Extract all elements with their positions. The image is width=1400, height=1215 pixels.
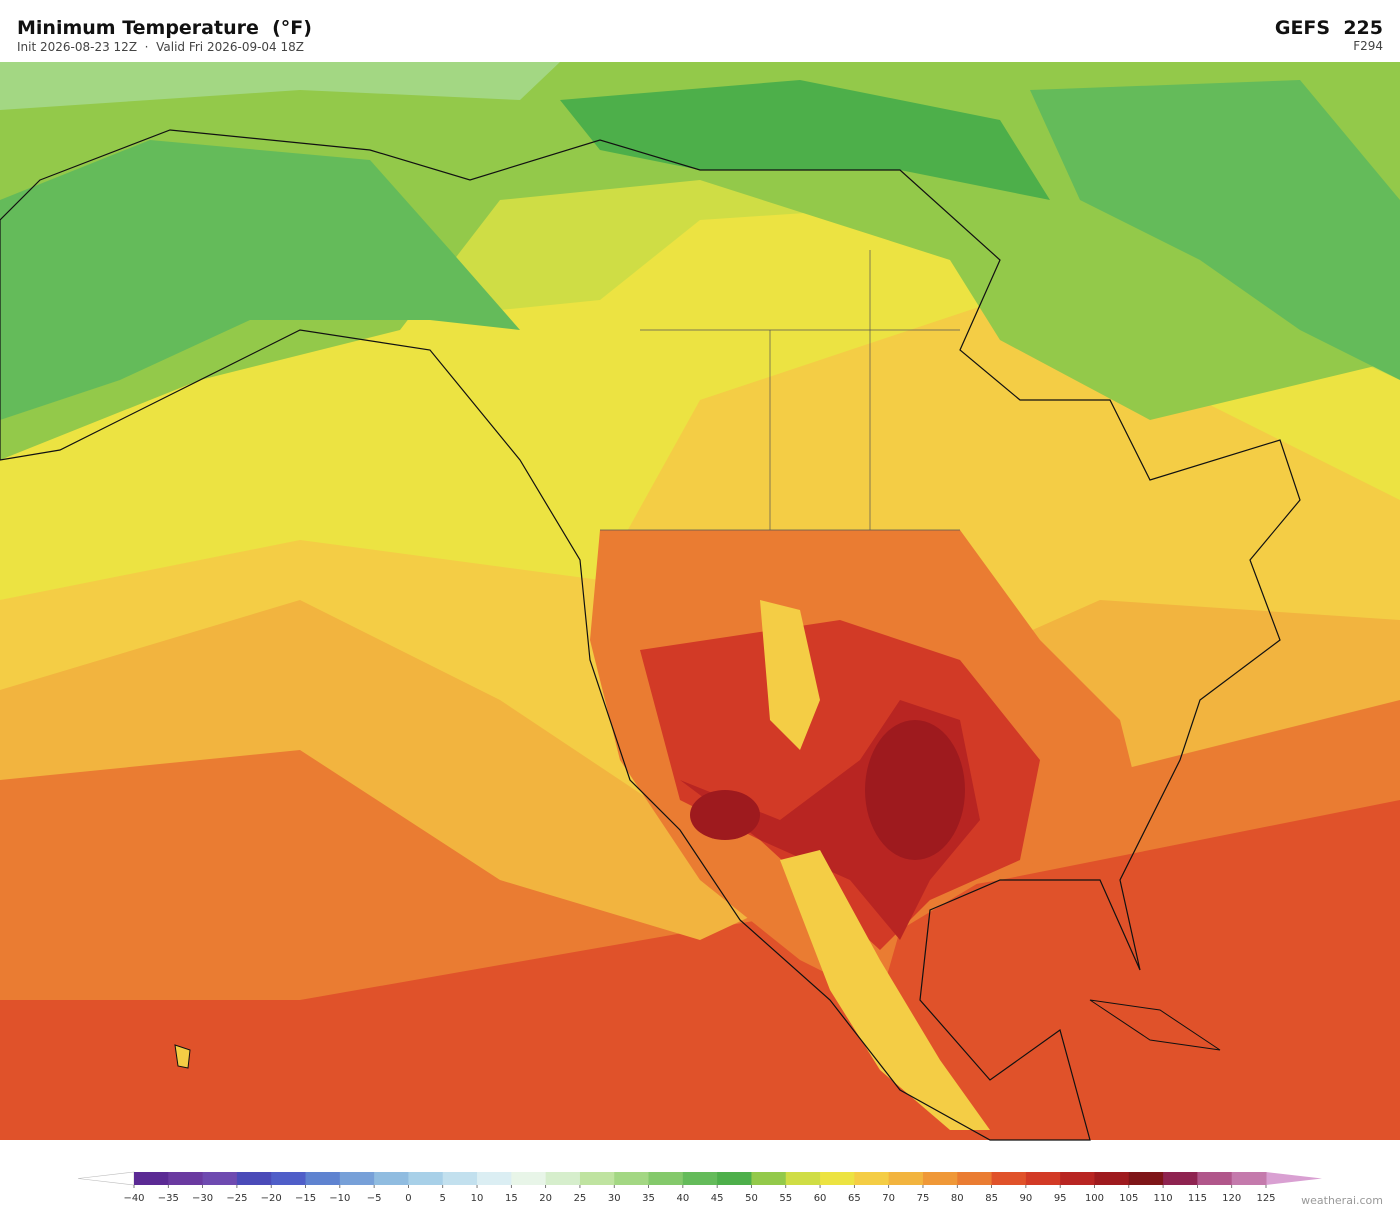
colorbar-tick-label: 25 xyxy=(574,1193,587,1204)
colorbar-segment xyxy=(614,1172,650,1185)
colorbar-tick-label: 50 xyxy=(745,1193,758,1204)
colorbar-segment xyxy=(408,1172,444,1185)
colorbar-over xyxy=(1266,1172,1322,1185)
colorbar-segment xyxy=(271,1172,307,1185)
colorbar-tick-label: 75 xyxy=(917,1193,930,1204)
colorbar-segment xyxy=(134,1172,169,1185)
colorbar-segment xyxy=(579,1172,615,1185)
subtitle: Init 2026-08-23 12Z · Valid Fri 2026-09-… xyxy=(17,40,304,54)
island xyxy=(174,1044,191,1069)
colorbar-segment xyxy=(477,1172,512,1185)
colorbar-segment xyxy=(442,1172,478,1185)
colorbar-tick-label: 80 xyxy=(951,1193,964,1204)
colorbar-segment xyxy=(820,1172,855,1185)
coastline xyxy=(0,129,1301,1141)
colorbar-segment xyxy=(339,1172,375,1185)
map xyxy=(0,62,1400,1141)
colorbar-tick-label: 15 xyxy=(505,1193,518,1204)
colorbar-tick-label: 110 xyxy=(1154,1193,1173,1204)
colorbar-segment xyxy=(1060,1172,1095,1185)
colorbar-tick-label: 10 xyxy=(471,1193,484,1204)
colorbar-segment xyxy=(888,1172,924,1185)
colorbar-segment xyxy=(1231,1172,1267,1185)
colorbar-tick-label: −15 xyxy=(295,1193,316,1204)
temp-band xyxy=(690,790,760,840)
colorbar-tick-label: 115 xyxy=(1188,1193,1207,1204)
temp-band xyxy=(780,850,990,1130)
colorbar-segment xyxy=(751,1172,787,1185)
colorbar-tick-label: −35 xyxy=(158,1193,179,1204)
colorbar-segment xyxy=(785,1172,821,1185)
colorbar-segment xyxy=(922,1172,958,1185)
colorbar-tick-label: 90 xyxy=(1020,1193,1033,1204)
colorbar-tick-label: 35 xyxy=(642,1193,655,1204)
colorbar-tick-label: 60 xyxy=(814,1193,827,1204)
colorbar-tick-label: 45 xyxy=(711,1193,724,1204)
colorbar-segment xyxy=(648,1172,684,1185)
temp-band xyxy=(560,80,1050,200)
credit: weatherai.com xyxy=(1301,1194,1383,1207)
colorbar-tick-label: −20 xyxy=(261,1193,282,1204)
colorbar-tick-label: 100 xyxy=(1085,1193,1104,1204)
colorbar-tick-label: −5 xyxy=(367,1193,382,1204)
colorbar-tick-label: −25 xyxy=(226,1193,247,1204)
colorbar-segment xyxy=(957,1172,993,1185)
forecast-hour: F294 xyxy=(1353,39,1383,53)
colorbar-segment xyxy=(305,1172,341,1185)
colorbar-tick-label: 0 xyxy=(405,1193,411,1204)
colorbar-tick-label: 30 xyxy=(608,1193,621,1204)
colorbar-segment xyxy=(236,1172,272,1185)
border-lines xyxy=(600,250,960,531)
temp-band xyxy=(1030,80,1400,380)
temp-band xyxy=(0,62,560,110)
colorbar-segment xyxy=(1128,1172,1164,1185)
colorbar-segment xyxy=(1025,1172,1061,1185)
colorbar-segment xyxy=(374,1172,409,1185)
colorbar-tick-label: 5 xyxy=(440,1193,446,1204)
coastline xyxy=(1089,999,1221,1051)
temp-band xyxy=(865,720,965,860)
colorbar-segment xyxy=(991,1172,1027,1185)
colorbar-segment xyxy=(1197,1172,1233,1185)
colorbar-tick-label: −30 xyxy=(192,1193,213,1204)
colorbar-tick-label: −40 xyxy=(123,1193,144,1204)
colorbar-segment xyxy=(168,1172,204,1185)
model-label: GEFS 225 xyxy=(1275,17,1383,39)
colorbar-tick-label: 55 xyxy=(779,1193,792,1204)
colorbar-tick-label: 105 xyxy=(1119,1193,1138,1204)
colorbar-tick-label: 85 xyxy=(985,1193,998,1204)
colorbar: −40 −35 −30 −25 −20 −15 −10 −5 0 5 10 15 20 25 30 35 40 4… xyxy=(77,1171,1322,1204)
colorbar-tick-label: 70 xyxy=(882,1193,895,1204)
colorbar-segment xyxy=(545,1172,581,1185)
colorbar-segment xyxy=(854,1172,890,1185)
temp-band xyxy=(760,600,820,750)
colorbar-segment xyxy=(1094,1172,1130,1185)
colorbar-under xyxy=(77,1171,135,1186)
colorbar-tick-label: 65 xyxy=(848,1193,861,1204)
colorbar-tick-label: 120 xyxy=(1222,1193,1241,1204)
colorbar-segment xyxy=(682,1172,718,1185)
temp-band xyxy=(0,140,520,420)
colorbar-tick-label: 95 xyxy=(1054,1193,1067,1204)
colorbar-segment xyxy=(511,1172,547,1185)
colorbar-tick-label: −10 xyxy=(329,1193,350,1204)
colorbar-tick-label: 40 xyxy=(676,1193,689,1204)
colorbar-tick-label: 20 xyxy=(539,1193,552,1204)
title: Minimum Temperature (°F) xyxy=(17,17,312,39)
colorbar-tick-label: 125 xyxy=(1256,1193,1275,1204)
colorbar-segment xyxy=(202,1172,238,1185)
colorbar-segment xyxy=(1163,1172,1198,1185)
colorbar-segment xyxy=(717,1172,752,1185)
